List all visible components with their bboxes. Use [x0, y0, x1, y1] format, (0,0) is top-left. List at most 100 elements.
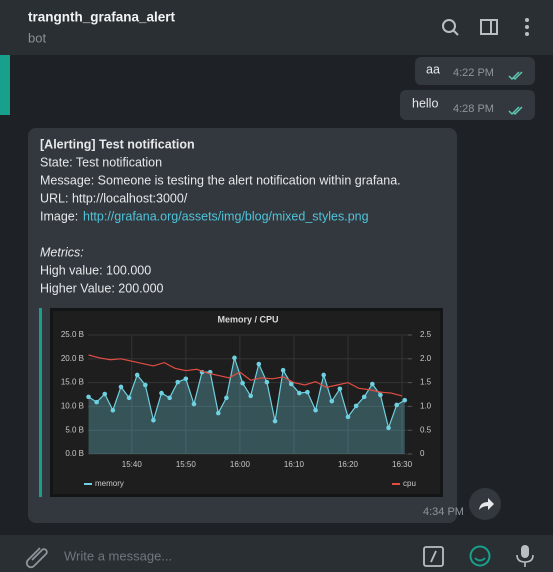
message-time: 4:34 PM [423, 506, 464, 518]
mic-icon[interactable] [521, 545, 529, 558]
point [361, 394, 367, 400]
menu-icon[interactable] [525, 18, 529, 36]
point [297, 390, 302, 396]
mic-stand [516, 554, 534, 567]
point [215, 410, 221, 416]
alert-line: Image: [40, 209, 78, 223]
command-slash [430, 550, 437, 563]
preview-border [39, 308, 42, 497]
point [353, 403, 359, 409]
point [305, 389, 310, 395]
message-text: hello [412, 96, 438, 110]
point [167, 395, 172, 401]
point [402, 397, 408, 403]
point [321, 372, 326, 378]
point [183, 376, 189, 382]
point [313, 407, 318, 413]
alert-line: High value: 100.000 [40, 263, 151, 277]
point [248, 393, 254, 399]
command-icon[interactable] [423, 546, 444, 567]
y-tick-label: 20.0 B [61, 354, 84, 363]
x-tick-label: 16:10 [284, 460, 305, 469]
point [394, 402, 399, 408]
point [386, 425, 391, 431]
point [159, 390, 164, 396]
point [370, 381, 375, 387]
point [256, 361, 262, 367]
y-tick-label: 15.0 B [61, 378, 84, 387]
chat-subtitle: bot [28, 30, 46, 45]
message-text: aa [426, 62, 440, 76]
point [378, 392, 383, 398]
point [240, 380, 245, 386]
y2-tick-label: 0.5 [420, 425, 432, 434]
y2-tick-label: 2.0 [420, 354, 432, 363]
point [142, 382, 148, 388]
point [110, 407, 116, 413]
chart-title: Memory / CPU [217, 314, 278, 324]
x-tick-label: 15:50 [176, 460, 197, 469]
point [134, 372, 140, 378]
x-tick-label: 15:40 [122, 460, 143, 469]
read-checks [508, 71, 523, 81]
x-tick-label: 16:20 [338, 460, 359, 469]
alert-line: Higher Value: 200.000 [40, 281, 164, 295]
point [288, 381, 294, 387]
point [102, 391, 108, 397]
y-tick-label: 0.0 B [65, 449, 84, 458]
series-line [88, 355, 406, 430]
y2-tick-label: 2.5 [420, 330, 432, 339]
emoji-icon[interactable] [469, 545, 491, 567]
message-input[interactable]: Write a message... [64, 548, 172, 563]
unread-marker [0, 55, 10, 115]
y-tick-label: 5.0 B [65, 425, 84, 434]
point [126, 395, 132, 401]
point [337, 386, 343, 392]
outgoing-bubble [415, 57, 535, 85]
legend-label: cpu [403, 479, 416, 488]
point [151, 417, 156, 423]
y-tick-label: 10.0 B [61, 402, 84, 411]
series-line [88, 354, 403, 397]
point [175, 379, 181, 385]
point [94, 399, 99, 405]
x-tick-label: 16:30 [392, 460, 413, 469]
alert-line: Message: Someone is testing the alert no… [40, 173, 401, 187]
read-checks [508, 106, 523, 116]
composer [0, 535, 553, 572]
outgoing-bubble [400, 90, 535, 120]
share-icon [479, 498, 494, 510]
chat-title: trangnth_grafana_alert [28, 10, 176, 25]
alert-line: URL: http://localhost:3000/ [40, 191, 188, 205]
header-icons[interactable] [442, 19, 498, 36]
point [329, 398, 335, 404]
point [264, 379, 270, 385]
header [0, 0, 553, 55]
attach-icon[interactable] [25, 547, 48, 569]
y-tick-label: 25.0 B [61, 330, 84, 339]
plot: 0.0 B 5.0 B 10.0 B 15.0 B 20.0 B 25.0 B 0 0.5 1.… [61, 330, 432, 488]
point [345, 414, 351, 420]
point [118, 384, 124, 390]
point [224, 395, 229, 401]
y2-tick-label: 1.0 [420, 402, 432, 411]
metrics-heading: Metrics: [40, 245, 84, 259]
alert-heading: [Alerting] Test notification [40, 137, 195, 151]
image-link[interactable]: http://grafana.org/assets/img/blog/mixed… [83, 209, 369, 223]
point [232, 355, 237, 361]
legend-label: memory [95, 479, 124, 488]
chart-panel [53, 311, 440, 494]
message-time: 4:22 PM [453, 67, 494, 79]
point [191, 401, 197, 407]
point [280, 367, 286, 373]
emoji-smile [474, 557, 486, 562]
y2-tick-label: 0 [420, 449, 425, 458]
x-tick-label: 16:00 [230, 460, 251, 469]
point [86, 394, 91, 400]
alert-line: State: Test notification [40, 155, 162, 169]
point [272, 418, 278, 424]
message-time: 4:28 PM [453, 103, 494, 115]
y2-tick-label: 1.5 [420, 378, 432, 387]
